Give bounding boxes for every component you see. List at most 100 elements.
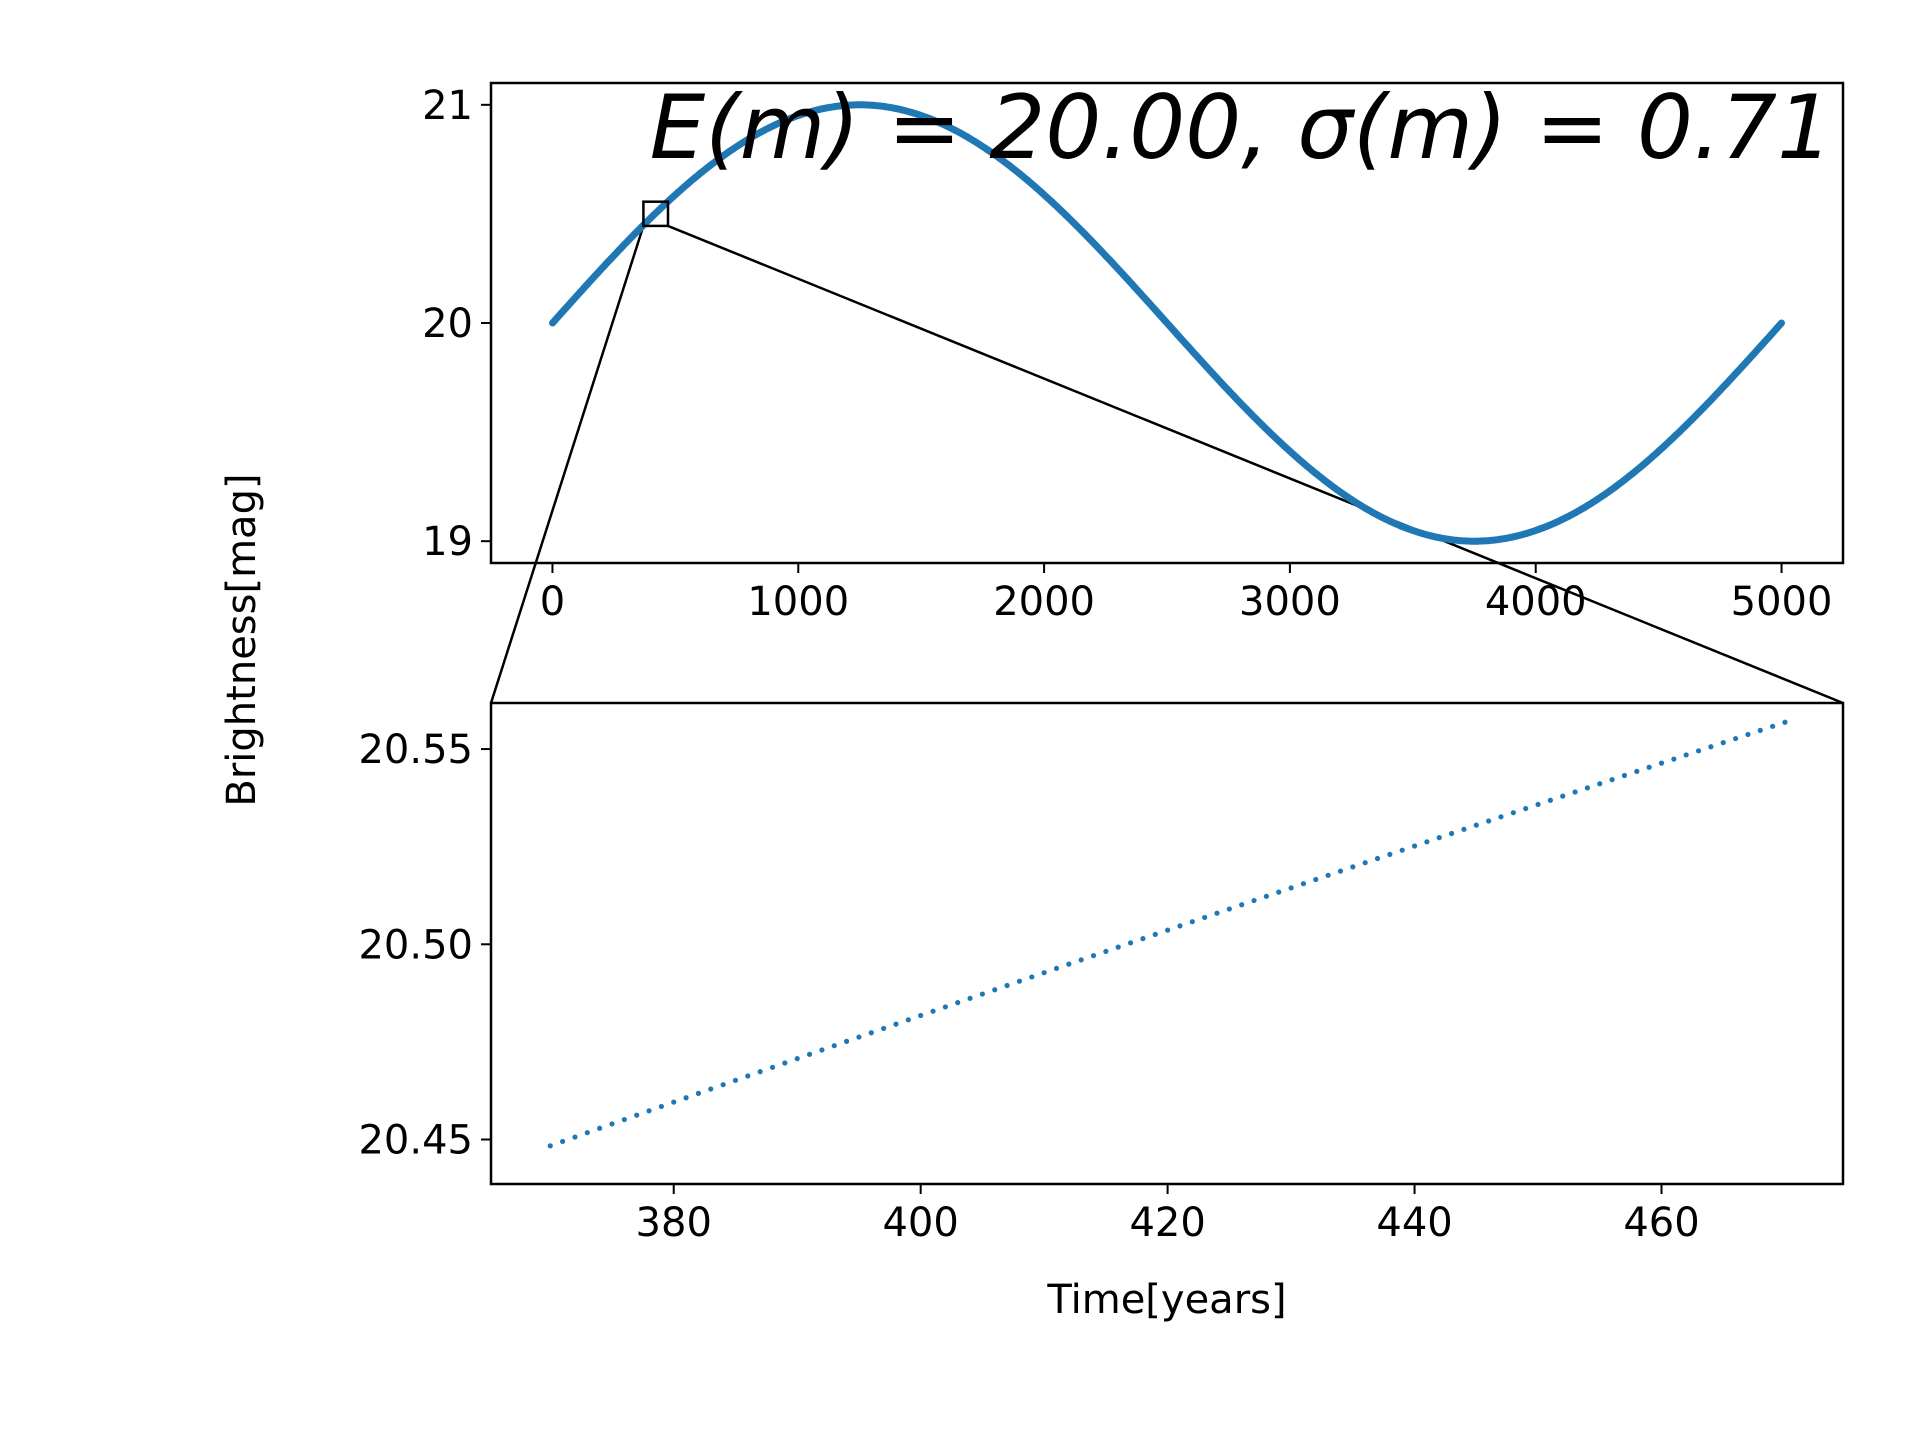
- data-point: [1757, 727, 1763, 733]
- data-point: [1448, 830, 1455, 837]
- x-tick-label: 460: [1623, 1200, 1699, 1246]
- data-point: [1362, 860, 1368, 866]
- data-point: [1473, 822, 1479, 828]
- zoom-indicator-box: [642, 200, 670, 228]
- data-point: [1510, 810, 1516, 816]
- data-point: [621, 1116, 627, 1123]
- data-point: [1226, 906, 1232, 912]
- connector-line-left: [489, 225, 645, 704]
- data-point: [881, 1025, 887, 1032]
- data-point: [1263, 893, 1269, 899]
- data-point: [1350, 864, 1356, 870]
- data-point: [745, 1073, 751, 1079]
- brightness-series-line: [549, 101, 1785, 545]
- data-point: [547, 1143, 553, 1149]
- axes-frame: [489, 701, 1845, 1186]
- data-point: [1646, 764, 1652, 770]
- data-point: [1165, 927, 1171, 933]
- zoom-connector-lines: [489, 224, 1844, 705]
- data-point: [1189, 919, 1195, 925]
- data-point: [1424, 839, 1430, 845]
- data-point: [1325, 872, 1331, 878]
- data-point: [1782, 719, 1788, 725]
- data-point: [1288, 885, 1294, 891]
- data-point: [1609, 777, 1615, 783]
- data-point: [732, 1077, 739, 1083]
- data-point: [695, 1090, 702, 1096]
- data-point: [1732, 735, 1739, 742]
- data-point: [967, 995, 973, 1001]
- y-tick-label: 20.55: [358, 727, 473, 773]
- data-point: [1535, 801, 1541, 808]
- data-point: [1214, 910, 1220, 916]
- data-point: [1078, 957, 1084, 963]
- data-point: [1560, 793, 1566, 799]
- data-point: [1387, 851, 1393, 857]
- data-point: [1399, 847, 1405, 853]
- data-point: [1523, 805, 1529, 812]
- data-point: [1041, 970, 1047, 976]
- data-point: [769, 1064, 776, 1070]
- data-point: [720, 1082, 726, 1088]
- data-point: [942, 1004, 948, 1010]
- data-point: [843, 1038, 850, 1044]
- data-point: [1708, 744, 1714, 750]
- data-point: [1436, 835, 1442, 841]
- data-point: [1498, 814, 1504, 820]
- x-tick-label: 4000: [1485, 579, 1587, 625]
- data-point: [955, 1000, 961, 1006]
- data-point: [609, 1121, 615, 1127]
- x-tick-label: 2000: [993, 579, 1095, 625]
- data-point: [560, 1138, 566, 1145]
- data-point: [1584, 785, 1591, 791]
- data-point: [1745, 731, 1751, 738]
- data-point: [979, 991, 986, 997]
- data-point: [1695, 748, 1702, 754]
- x-tick-label: 440: [1376, 1200, 1452, 1246]
- x-tick-label: 5000: [1731, 579, 1833, 625]
- data-point: [905, 1017, 911, 1023]
- data-point: [1683, 752, 1689, 758]
- data-point: [1004, 982, 1010, 989]
- data-point: [1486, 818, 1492, 824]
- data-point: [1276, 889, 1282, 895]
- y-tick-label: 21: [422, 83, 473, 129]
- data-point: [1658, 760, 1665, 766]
- data-point: [1239, 902, 1245, 908]
- data-point: [1202, 914, 1208, 921]
- data-point: [1547, 797, 1553, 803]
- data-point: [757, 1069, 763, 1075]
- data-point: [806, 1051, 813, 1057]
- data-point: [1177, 923, 1183, 929]
- data-point: [646, 1108, 652, 1114]
- data-point: [1634, 768, 1640, 774]
- overview-axes: 0 1000 2000 3000 4000 5000 19 20 21: [422, 81, 1845, 625]
- data-point: [1140, 936, 1146, 942]
- data-point: [1313, 876, 1319, 883]
- data-point: [819, 1047, 825, 1053]
- x-tick-label: 420: [1129, 1200, 1205, 1246]
- x-tick-label: 400: [882, 1200, 958, 1246]
- data-point: [1337, 868, 1344, 874]
- data-point: [1152, 931, 1158, 937]
- data-point: [868, 1030, 874, 1036]
- data-point: [634, 1112, 640, 1118]
- data-point: [597, 1125, 603, 1131]
- y-axis-label: Brightness[mag]: [219, 473, 265, 806]
- data-point: [1621, 772, 1628, 779]
- data-point: [671, 1099, 677, 1105]
- data-point: [893, 1021, 899, 1027]
- data-point: [1029, 974, 1035, 980]
- data-point: [1066, 961, 1072, 967]
- data-point: [918, 1012, 924, 1019]
- data-point: [1770, 723, 1776, 729]
- data-point: [831, 1043, 837, 1049]
- data-point: [1103, 948, 1109, 954]
- zoom-axes: 380 400 420 440 460 20.45 20.50 20.55: [358, 701, 1845, 1246]
- y-tick-label: 20.45: [358, 1117, 473, 1163]
- data-point: [1127, 940, 1134, 946]
- data-point: [1720, 740, 1726, 746]
- data-point: [1016, 978, 1023, 984]
- y-tick-label: 20: [422, 301, 473, 347]
